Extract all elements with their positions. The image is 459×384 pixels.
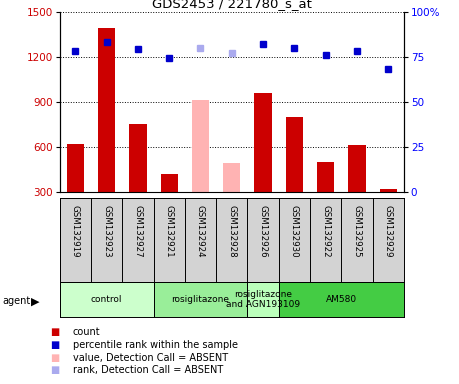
Text: ▶: ▶ [31, 296, 40, 306]
Text: ■: ■ [50, 365, 60, 375]
Text: AM580: AM580 [326, 295, 357, 304]
Text: rank, Detection Call = ABSENT: rank, Detection Call = ABSENT [73, 365, 223, 375]
Bar [380, 189, 397, 192]
Text: GSM132930: GSM132930 [290, 205, 299, 257]
Bar [223, 164, 241, 192]
Bar [161, 174, 178, 192]
Bar [98, 28, 115, 192]
Bar [154, 282, 247, 317]
Text: GSM132928: GSM132928 [227, 205, 236, 257]
Text: ■: ■ [50, 340, 60, 350]
Bar [254, 93, 272, 192]
Bar [129, 124, 146, 192]
Text: control: control [91, 295, 123, 304]
Bar [247, 282, 279, 317]
Bar [348, 146, 365, 192]
Text: value, Detection Call = ABSENT: value, Detection Call = ABSENT [73, 353, 228, 362]
Bar [67, 144, 84, 192]
Bar [192, 100, 209, 192]
Text: ■: ■ [50, 327, 60, 337]
Text: GSM132929: GSM132929 [384, 205, 393, 257]
Text: GSM132921: GSM132921 [165, 205, 174, 257]
Text: rosiglitazone: rosiglitazone [172, 295, 230, 304]
Text: ■: ■ [50, 353, 60, 362]
Text: agent: agent [2, 296, 31, 306]
Bar [279, 282, 404, 317]
Title: GDS2453 / 221780_s_at: GDS2453 / 221780_s_at [152, 0, 312, 10]
Text: rosiglitazone
and AGN193109: rosiglitazone and AGN193109 [226, 290, 300, 309]
Bar [317, 162, 334, 192]
Bar [286, 117, 303, 192]
Bar [60, 282, 154, 317]
Text: GSM132926: GSM132926 [258, 205, 268, 257]
Text: percentile rank within the sample: percentile rank within the sample [73, 340, 237, 350]
Text: GSM132925: GSM132925 [353, 205, 362, 257]
Text: GSM132922: GSM132922 [321, 205, 330, 257]
Text: GSM132919: GSM132919 [71, 205, 80, 257]
Text: count: count [73, 327, 100, 337]
Text: GSM132923: GSM132923 [102, 205, 111, 257]
Text: GSM132927: GSM132927 [134, 205, 142, 257]
Text: GSM132924: GSM132924 [196, 205, 205, 257]
